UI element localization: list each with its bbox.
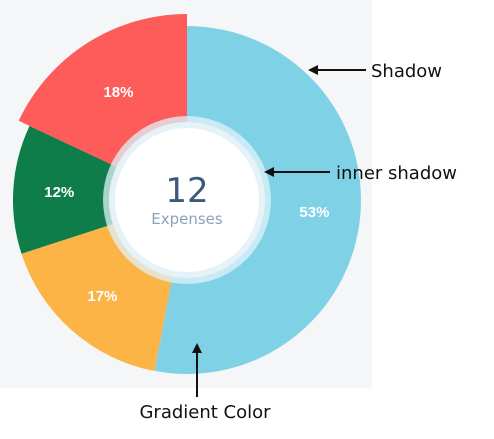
inner-shadow-label: inner shadow: [336, 163, 457, 184]
gradient-label: Gradient Color: [139, 402, 271, 423]
shadow-label: Shadow: [371, 61, 442, 82]
slice-label-12: 12%: [44, 184, 74, 201]
donut-center: [115, 128, 259, 272]
slice-53: [154, 26, 362, 374]
slice-label-18: 18%: [103, 84, 133, 101]
annotation-inner-shadow: inner shadow: [264, 163, 457, 184]
annotation-gradient: Gradient Color: [139, 343, 271, 423]
center-caption: Expenses: [151, 210, 223, 228]
slice-labels: 53% 17% 12% 18%: [44, 84, 329, 305]
center-value: 12: [165, 171, 208, 211]
annotation-shadow: Shadow: [308, 61, 442, 82]
slice-label-17: 17%: [87, 288, 117, 305]
slice-label-53: 53%: [299, 204, 329, 221]
slice-12: [12, 125, 117, 254]
